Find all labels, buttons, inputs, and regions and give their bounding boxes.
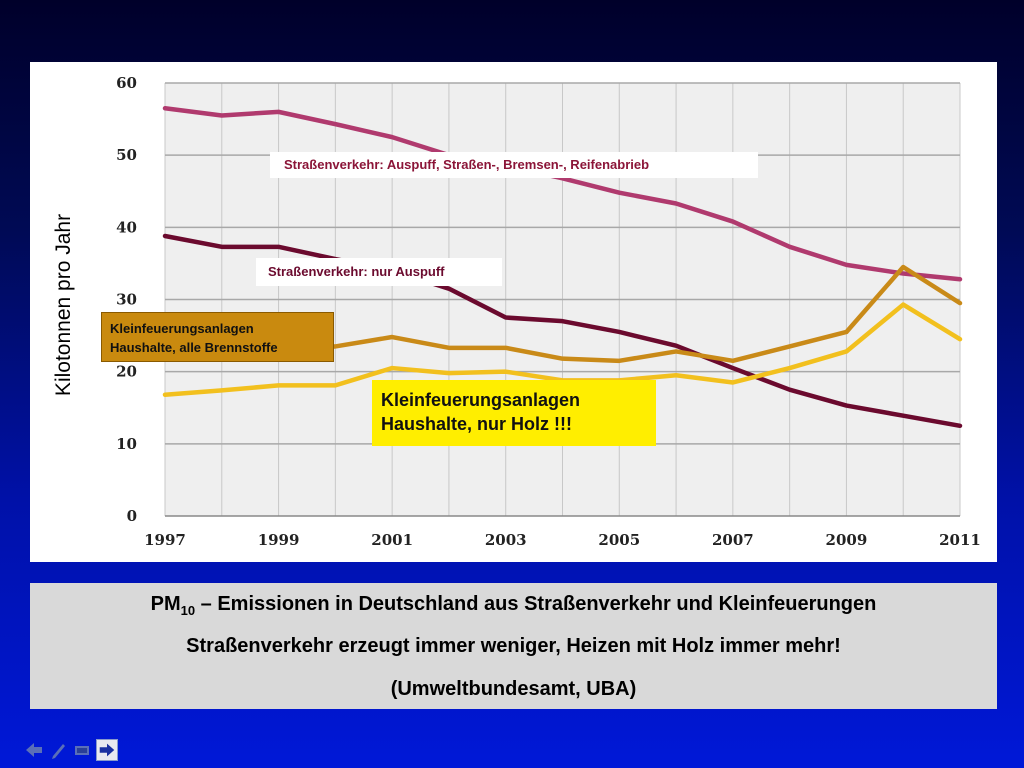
y-tick-label: 20 bbox=[116, 363, 137, 381]
y-tick-label: 0 bbox=[127, 507, 137, 525]
y-tick-label: 50 bbox=[116, 146, 137, 164]
series-label-small-combustion-all: Kleinfeuerungsanlagen Haushalte, alle Br… bbox=[101, 312, 334, 362]
caption-source: (Umweltbundesamt, UBA) bbox=[390, 678, 637, 700]
series-line-2 bbox=[162, 233, 963, 429]
series-label-line: Haushalte, alle Brennstoffe bbox=[110, 340, 278, 355]
series-label-small-combustion-wood: Kleinfeuerungsanlagen Haushalte, nur Hol… bbox=[372, 380, 656, 446]
x-tick-label: 2005 bbox=[598, 531, 640, 549]
caption-title-rest: – Emissionen in Deutschland aus Straßenv… bbox=[195, 593, 877, 615]
series-label-road-exhaust: Straßenverkehr: nur Auspuff bbox=[256, 258, 502, 286]
y-tick-label: 40 bbox=[116, 218, 137, 236]
pen-icon[interactable] bbox=[50, 739, 68, 761]
caption-title-prefix: PM bbox=[150, 593, 181, 615]
caption-subtitle: Straßenverkehr erzeugt immer weniger, He… bbox=[186, 635, 841, 657]
caption-title: PM10 – Emissionen in Deutschland aus Str… bbox=[30, 593, 997, 618]
x-tick-label: 2011 bbox=[939, 531, 981, 549]
series-label-line: Kleinfeuerungsanlagen bbox=[381, 390, 581, 410]
y-axis-label-text: Kilotonnen pro Jahr bbox=[52, 213, 75, 397]
y-tick-label: 60 bbox=[116, 74, 137, 92]
y-tick-label: 30 bbox=[116, 291, 137, 309]
x-tick-label: 1999 bbox=[258, 531, 300, 549]
caption-title-subscript: 10 bbox=[180, 603, 196, 618]
series-label-line: Kleinfeuerungsanlagen bbox=[110, 321, 254, 336]
arrow-right-icon[interactable] bbox=[96, 739, 118, 761]
x-tick-label: 2003 bbox=[485, 531, 527, 549]
caption-box: PM10 – Emissionen in Deutschland aus Str… bbox=[30, 583, 997, 709]
series-line-1 bbox=[162, 106, 963, 282]
x-tick-label: 1997 bbox=[144, 531, 186, 549]
x-tick-label: 2001 bbox=[371, 531, 413, 549]
series-label-line: Haushalte, nur Holz !!! bbox=[381, 414, 573, 434]
x-tick-label: 2007 bbox=[712, 531, 754, 549]
arrow-left-icon[interactable] bbox=[24, 739, 44, 761]
y-tick-label: 10 bbox=[116, 435, 137, 453]
series-label-road-total: Straßenverkehr: Auspuff, Straßen-, Brems… bbox=[270, 152, 758, 178]
screen-icon[interactable] bbox=[73, 739, 91, 761]
x-tick-label: 2009 bbox=[826, 531, 868, 549]
